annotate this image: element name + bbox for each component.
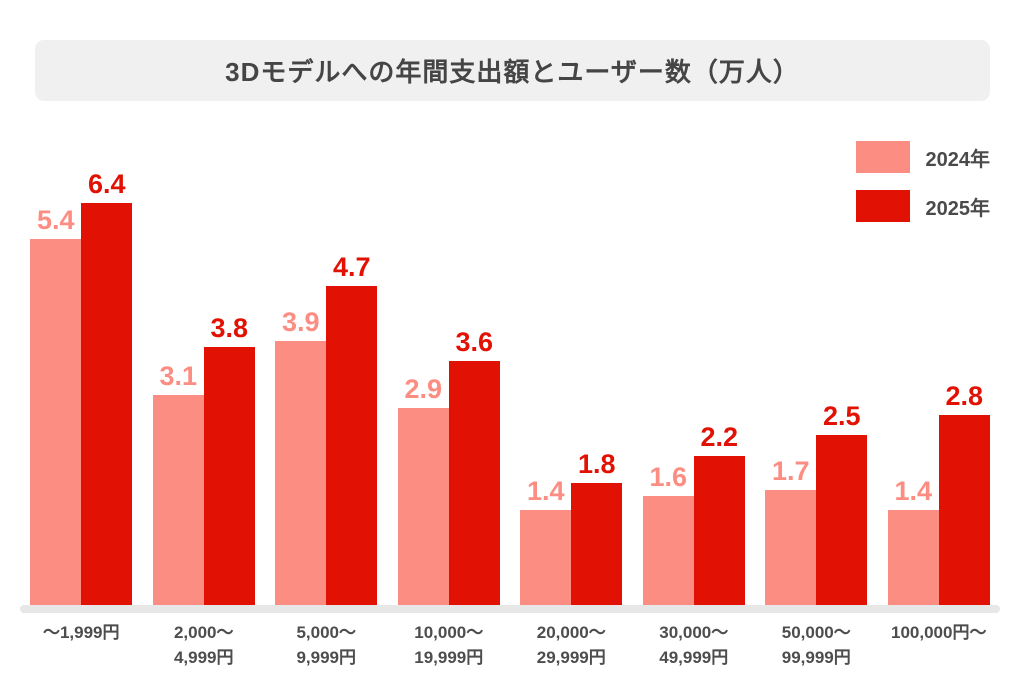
- bar: [765, 490, 817, 605]
- bar-column: 6.4: [81, 169, 133, 605]
- bar: [693, 456, 745, 605]
- bar-value-label: 5.4: [36, 205, 75, 235]
- bar: [938, 415, 990, 605]
- bar: [816, 435, 868, 605]
- bar-column: 1.4: [520, 171, 572, 605]
- bar-column: 3.9: [275, 171, 327, 605]
- bar-value-label: 1.4: [526, 476, 565, 506]
- bar-column: 3.8: [203, 171, 255, 605]
- bar-column: 1.6: [642, 171, 694, 605]
- x-tick-label: 10,000～ 19,999円: [414, 623, 484, 667]
- bar: [448, 361, 500, 605]
- bar-value-label: 6.4: [87, 169, 126, 199]
- bar-column: 2.2: [693, 171, 745, 605]
- bar: [571, 483, 623, 605]
- bar-value-label: 2.8: [945, 381, 984, 411]
- bar-value-label: 3.6: [455, 327, 494, 357]
- bar-column: 3.6: [448, 171, 500, 605]
- bar: [520, 510, 572, 605]
- bar-group: 3.9 4.7: [265, 171, 388, 605]
- bar-value-label: 4.7: [332, 252, 371, 282]
- bar-column: 1.8: [571, 171, 623, 605]
- bar-column: 2.5: [816, 171, 868, 605]
- bar: [152, 395, 204, 605]
- bar-value-label: 3.8: [210, 313, 249, 343]
- x-axis-line: [20, 605, 1000, 613]
- bar-column: 2.8: [938, 171, 990, 605]
- bar-value-label: 3.9: [281, 307, 320, 337]
- chart-title-banner: 3Dモデルへの年間支出額とユーザー数（万人）: [35, 40, 990, 101]
- bar: [203, 347, 255, 605]
- bar-value-label: 2.9: [404, 374, 443, 404]
- legend-swatch: [855, 141, 910, 173]
- legend-swatch: [855, 190, 910, 222]
- x-tick-label: 2,000～ 4,999円: [173, 623, 234, 667]
- bar-group: 2.9 3.6: [388, 171, 511, 605]
- bar-column: 5.4: [30, 171, 82, 605]
- bar-group: 3.1 3.8: [143, 171, 266, 605]
- legend-label: 2024年: [925, 148, 991, 171]
- bar-value-label: 3.1: [159, 361, 198, 391]
- bar: [397, 408, 449, 605]
- bar: [326, 286, 378, 605]
- x-tick-label: 50,000～ 99,999円: [781, 623, 851, 667]
- bar-value-label: 1.4: [894, 476, 933, 506]
- bar-group: 5.4 6.4: [20, 171, 143, 605]
- bar: [275, 341, 327, 605]
- legend-label: 2025年: [925, 197, 991, 220]
- x-tick-label: ～1,999円: [42, 623, 120, 642]
- chart-legend: 2024年 2025年: [855, 141, 991, 222]
- x-tick-label: 100,000円～: [891, 623, 987, 642]
- bar-column: 4.7: [326, 171, 378, 605]
- bar-group: 1.6 2.2: [633, 171, 756, 605]
- bar-column: 1.4: [887, 171, 939, 605]
- bar-value-label: 1.8: [577, 449, 616, 479]
- bar: [81, 203, 133, 605]
- bar: [887, 510, 939, 605]
- bar-plot-area: 5.4 6.4 3.1 3.8 3.9 4.7 2.9 3.6 1.4 1.8 1.6 2.2 1.7 2…: [20, 171, 1000, 605]
- bar: [642, 496, 694, 605]
- bar-value-label: 2.5: [822, 401, 861, 431]
- bar-value-label: 1.7: [771, 456, 810, 486]
- bar-column: 3.1: [152, 171, 204, 605]
- bar-column: 1.7: [765, 171, 817, 605]
- chart-title: 3Dモデルへの年間支出額とユーザー数（万人）: [225, 57, 800, 87]
- legend-item: 2024年: [855, 141, 991, 173]
- x-tick-label: 5,000～ 9,999円: [296, 623, 357, 667]
- bar-group: 1.4 2.8: [878, 171, 1001, 605]
- x-axis-labels: ～1,999円 2,000～ 4,999円 5,000～ 9,999円 10,000～…: [20, 621, 1000, 670]
- bar: [30, 239, 82, 605]
- bar-column: 2.9: [397, 171, 449, 605]
- x-tick-label: 30,000～ 49,999円: [659, 623, 729, 667]
- x-tick-label: 20,000～ 29,999円: [536, 623, 606, 667]
- bar-value-label: 2.2: [700, 422, 739, 452]
- bar-group: 1.4 1.8: [510, 171, 633, 605]
- legend-item: 2025年: [855, 190, 991, 222]
- bar-group: 1.7 2.5: [755, 171, 878, 605]
- bar-value-label: 1.6: [649, 462, 688, 492]
